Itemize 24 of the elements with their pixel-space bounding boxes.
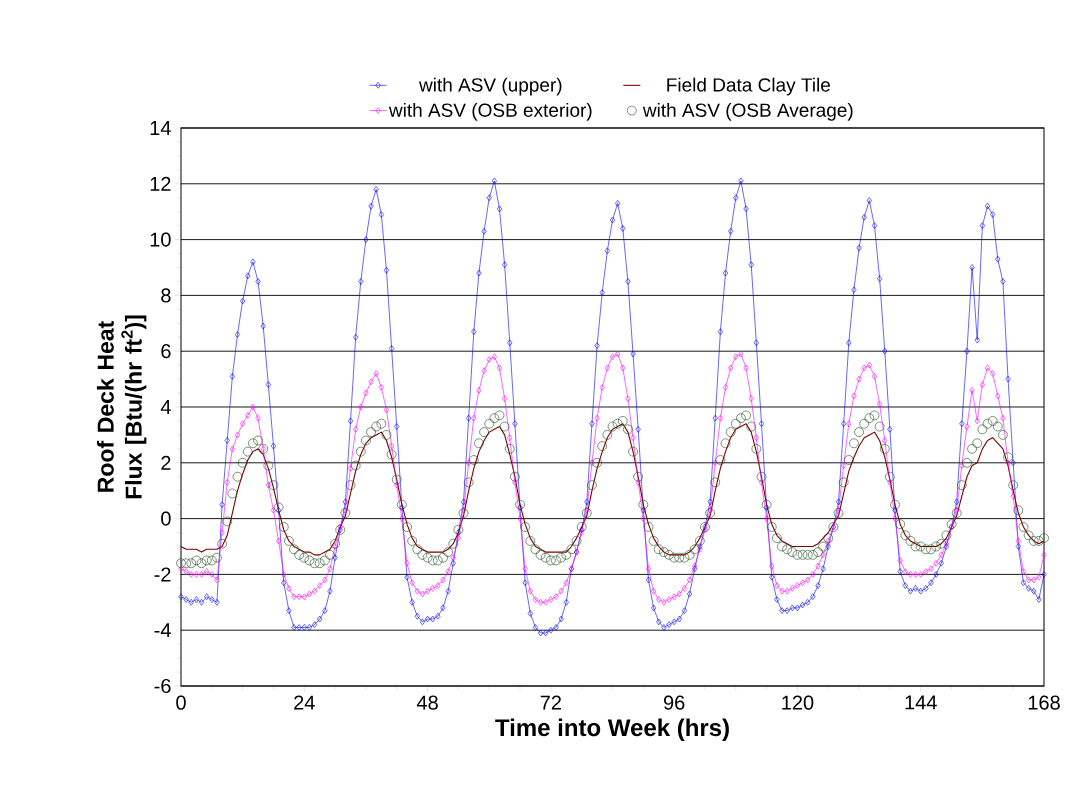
x-axis-title: Time into Week (hrs) <box>495 718 729 741</box>
legend-label: with ASV (OSB Average) <box>642 102 853 121</box>
x-tick-label: 168 <box>1028 695 1060 710</box>
x-tick-label: 72 <box>540 695 561 710</box>
legend-label: with ASV (OSB exterior) <box>388 102 592 121</box>
x-tick-label: 24 <box>294 695 315 710</box>
legend-label: with ASV (upper) <box>418 77 562 96</box>
legend-label: Field Data Clay Tile <box>667 77 830 96</box>
y-tick-label: 6 <box>161 344 171 359</box>
y-tick-label: 8 <box>161 288 171 303</box>
y-tick-label: -6 <box>154 678 171 694</box>
x-tick-label: 96 <box>663 695 685 710</box>
y-tick-label: -4 <box>154 623 171 638</box>
y-tick-label: -2 <box>154 567 171 582</box>
x-tick-label: 144 <box>905 695 937 710</box>
x-tick-label: 120 <box>782 695 814 710</box>
y-tick-label: 0 <box>161 511 171 526</box>
y-tick-label: 2 <box>161 455 171 470</box>
y-tick-label: 4 <box>160 400 171 414</box>
x-tick-label: 0 <box>176 695 186 710</box>
y-tick-label: 12 <box>150 176 171 191</box>
x-tick-label: 48 <box>416 695 438 710</box>
y-tick-label: 14 <box>150 121 171 135</box>
y-tick-label: 10 <box>150 232 171 247</box>
